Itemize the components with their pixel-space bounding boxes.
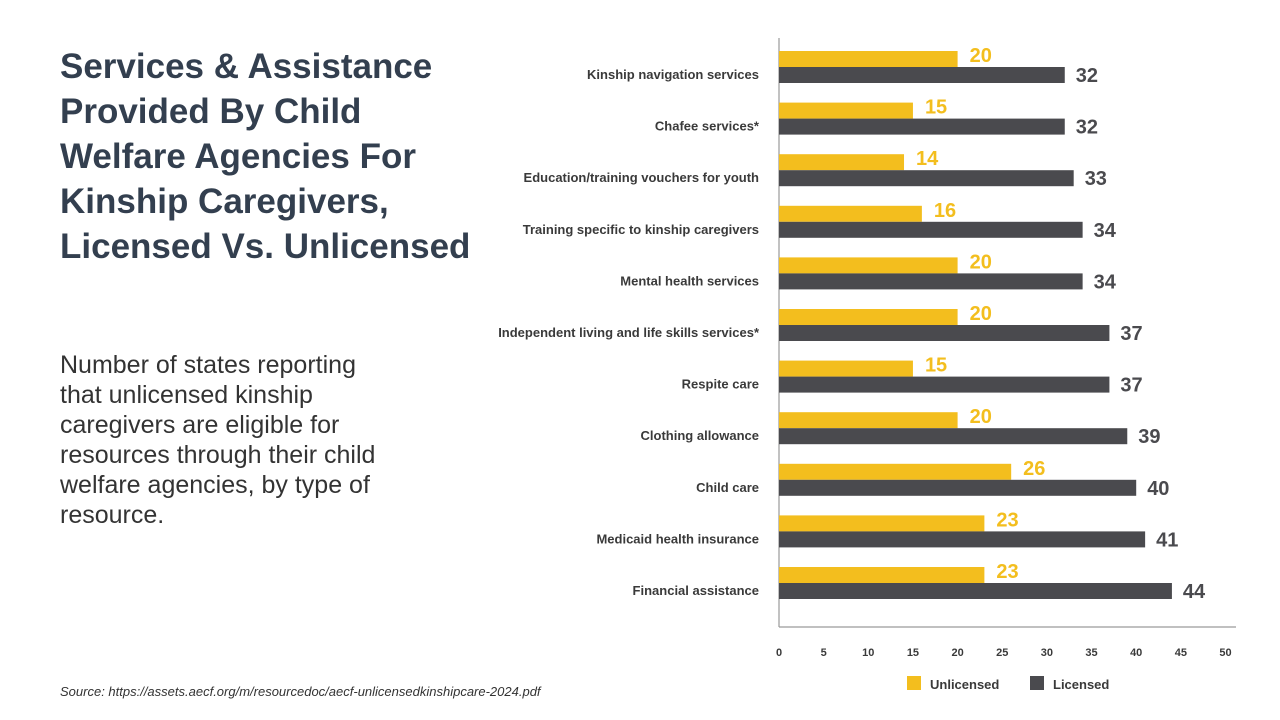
data-label-licensed: 37	[1120, 375, 1142, 397]
bar-licensed	[779, 376, 1110, 393]
data-label-unlicensed: 15	[925, 97, 947, 119]
category-label: Training specific to kinship caregivers	[523, 222, 759, 237]
bar-licensed	[779, 221, 1083, 238]
category-label: Child care	[696, 480, 759, 495]
data-label-licensed: 32	[1076, 117, 1098, 139]
bar-unlicensed	[779, 463, 1012, 480]
data-label-unlicensed: 15	[925, 355, 947, 377]
bar-licensed	[779, 67, 1065, 83]
data-label-licensed: 34	[1094, 220, 1117, 242]
data-label-licensed: 37	[1120, 323, 1142, 345]
x-tick-label: 35	[1085, 647, 1097, 659]
data-label-unlicensed: 20	[970, 406, 992, 428]
page-title: Services & Assistance Provided By Child …	[60, 47, 471, 266]
data-label-unlicensed: 14	[916, 148, 939, 170]
x-tick-label: 40	[1130, 647, 1142, 659]
category-label: Education/training vouchers for youth	[524, 170, 760, 185]
data-label-licensed: 33	[1085, 168, 1107, 190]
bar-licensed	[779, 428, 1128, 445]
legend-swatch-licensed	[1030, 676, 1044, 690]
source-citation: Source: https://assets.aecf.org/m/resour…	[60, 684, 541, 699]
category-label: Financial assistance	[633, 583, 759, 598]
data-label-licensed: 34	[1094, 271, 1117, 293]
bar-unlicensed	[779, 412, 958, 429]
bar-licensed	[779, 273, 1083, 290]
chart-subtitle: Number of states reporting that unlicens…	[60, 351, 376, 529]
x-tick-label: 50	[1219, 647, 1231, 659]
x-tick-label: 45	[1175, 647, 1187, 659]
legend-label-licensed: Licensed	[1053, 677, 1109, 692]
category-label: Kinship navigation services	[587, 67, 759, 82]
data-label-licensed: 44	[1183, 581, 1206, 603]
bar-licensed	[779, 118, 1065, 135]
bar-unlicensed	[779, 360, 913, 377]
category-label: Mental health services	[620, 273, 759, 288]
bar-unlicensed	[779, 309, 958, 325]
legend-swatch-unlicensed	[907, 676, 921, 690]
data-label-licensed: 40	[1147, 478, 1169, 500]
x-tick-label: 15	[907, 647, 919, 659]
bar-licensed	[779, 325, 1110, 341]
bar-unlicensed	[779, 257, 958, 274]
bar-licensed	[779, 531, 1146, 548]
bar-unlicensed	[779, 205, 922, 222]
category-label: Respite care	[682, 377, 759, 392]
data-label-unlicensed: 23	[996, 561, 1018, 583]
category-label: Independent living and life skills servi…	[498, 325, 760, 340]
data-label-unlicensed: 20	[970, 45, 992, 67]
data-label-licensed: 39	[1138, 426, 1160, 448]
x-tick-label: 10	[862, 647, 874, 659]
data-label-licensed: 41	[1156, 529, 1178, 551]
category-label: Clothing allowance	[641, 428, 759, 443]
data-label-unlicensed: 20	[970, 303, 992, 325]
bar-unlicensed	[779, 154, 905, 171]
data-label-unlicensed: 26	[1023, 458, 1045, 480]
bar-unlicensed	[779, 102, 913, 119]
x-tick-label: 0	[776, 647, 782, 659]
bar-unlicensed	[779, 567, 985, 583]
category-label: Chafee services*	[655, 119, 760, 134]
bar-licensed	[779, 583, 1172, 599]
x-tick-label: 5	[821, 647, 827, 659]
data-label-unlicensed: 23	[996, 509, 1018, 531]
bar-unlicensed	[779, 51, 958, 67]
data-label-unlicensed: 16	[934, 200, 956, 222]
x-tick-label: 25	[996, 647, 1008, 659]
x-tick-label: 30	[1041, 647, 1053, 659]
data-label-licensed: 32	[1076, 65, 1098, 87]
category-label: Medicaid health insurance	[596, 531, 759, 546]
data-label-unlicensed: 20	[970, 251, 992, 273]
bar-unlicensed	[779, 515, 985, 532]
bar-licensed	[779, 170, 1074, 187]
bar-licensed	[779, 479, 1137, 496]
x-tick-label: 20	[951, 647, 963, 659]
legend-label-unlicensed: Unlicensed	[930, 677, 999, 692]
